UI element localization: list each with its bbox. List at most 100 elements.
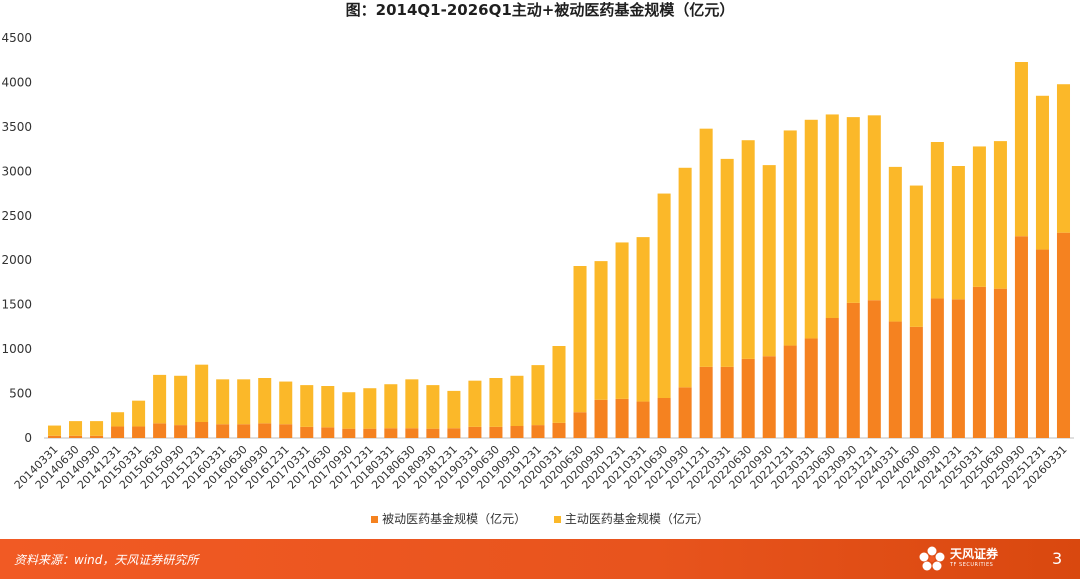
bar-passive: [153, 423, 167, 438]
bar-active: [930, 142, 944, 299]
bar-passive: [1035, 249, 1049, 438]
bar-active: [342, 392, 356, 429]
y-tick-label: 1000: [1, 342, 32, 356]
bar-passive: [552, 422, 566, 438]
bar-active: [972, 146, 986, 287]
bar-passive: [657, 398, 671, 438]
bar-active: [468, 380, 482, 427]
bar-active: [825, 114, 839, 318]
y-tick-label: 2500: [1, 209, 32, 223]
bar-passive: [1014, 236, 1028, 438]
bar-active: [426, 385, 440, 429]
bar-active: [615, 242, 629, 399]
bar-passive: [678, 387, 692, 438]
bar-passive: [300, 426, 314, 438]
bar-active: [489, 378, 503, 427]
logo-subtext: TF SECURITIES: [950, 562, 994, 568]
y-tick-label: 4000: [1, 75, 32, 89]
legend-item-passive: 被动医药基金规模（亿元）: [371, 510, 526, 527]
bar-passive: [951, 299, 965, 438]
bar-chart: 0 500 1000 1500 2000 2500 3000 3500 4000 4500 201…: [1, 31, 1074, 492]
bar-passive: [762, 356, 776, 438]
bar-passive: [90, 435, 104, 438]
bar-active: [447, 390, 461, 429]
bar-active: [174, 375, 188, 426]
bar-passive: [468, 426, 482, 438]
bar-passive: [47, 435, 62, 438]
bar-active: [699, 128, 713, 367]
bar-active: [132, 400, 146, 427]
y-tick-label: 1500: [1, 298, 32, 312]
legend-item-active: 主动医药基金规模（亿元）: [553, 510, 709, 527]
bar-active: [237, 379, 251, 425]
bar-active: [741, 140, 755, 359]
bar-active: [300, 385, 314, 427]
bar-active: [195, 364, 209, 422]
bar-passive: [69, 435, 83, 438]
bar-passive: [825, 318, 839, 438]
page-number: 3: [1052, 549, 1063, 568]
bar-passive: [993, 288, 1007, 438]
bar-active: [951, 166, 965, 300]
bar-active: [321, 386, 335, 428]
bar-active: [69, 421, 83, 436]
bar-passive: [930, 298, 944, 438]
bar-passive: [321, 427, 335, 438]
bar-active: [888, 166, 902, 322]
bar-active: [804, 119, 818, 339]
bar-active: [762, 165, 776, 357]
legend-swatch-passive: [371, 516, 379, 523]
bar-passive: [384, 428, 398, 438]
bar-passive: [867, 300, 881, 438]
bar-passive: [279, 424, 293, 438]
source-note: 资料来源：wind，天风证券研究所: [14, 553, 199, 567]
bar-passive: [510, 426, 524, 438]
bar-active: [384, 384, 398, 429]
legend: 被动医药基金规模（亿元） 主动医药基金规模（亿元）: [0, 510, 1080, 527]
y-tick-label: 0: [24, 431, 32, 445]
tf-securities-logo-icon: [919, 546, 945, 571]
bar-passive: [972, 286, 986, 438]
bar-active: [510, 375, 524, 426]
bar-passive: [342, 428, 356, 438]
bar-active: [573, 266, 587, 413]
bar-passive: [741, 358, 755, 438]
bar-active: [993, 141, 1007, 289]
bar-passive: [783, 345, 797, 438]
bar-active: [47, 425, 62, 436]
bar-passive: [258, 423, 272, 438]
bar-active: [216, 379, 230, 425]
bar-passive: [216, 424, 230, 438]
bar-active: [636, 237, 650, 402]
bar-passive: [447, 428, 461, 438]
bar-passive: [363, 428, 377, 438]
bar-passive: [846, 302, 860, 438]
logo-text: 天风证券: [950, 547, 999, 561]
legend-label-active: 主动医药基金规模（亿元）: [564, 512, 709, 526]
legend-swatch-active: [553, 516, 561, 523]
bar-passive: [804, 338, 818, 438]
bar-active: [111, 412, 125, 427]
bar-active: [552, 346, 566, 423]
bar-passive: [720, 366, 734, 438]
bar-active: [153, 374, 167, 424]
bar-passive: [132, 426, 146, 438]
bar-active: [1056, 84, 1071, 233]
bar-active: [720, 158, 734, 367]
bar-active: [405, 379, 419, 429]
legend-label-passive: 被动医药基金规模（亿元）: [382, 512, 527, 526]
bar-active: [279, 381, 293, 425]
bar-passive: [405, 428, 419, 438]
y-tick-label: 500: [9, 387, 32, 401]
bar-passive: [531, 425, 545, 438]
bar-active: [258, 378, 272, 424]
bar-active: [594, 261, 608, 400]
bar-active: [1014, 62, 1028, 237]
bar-passive: [909, 326, 923, 438]
bar-active: [363, 388, 377, 429]
bar-passive: [573, 412, 587, 438]
bars: [47, 62, 1071, 438]
bar-passive: [615, 398, 629, 438]
y-tick-label: 3000: [1, 164, 32, 178]
bar-passive: [699, 366, 713, 438]
